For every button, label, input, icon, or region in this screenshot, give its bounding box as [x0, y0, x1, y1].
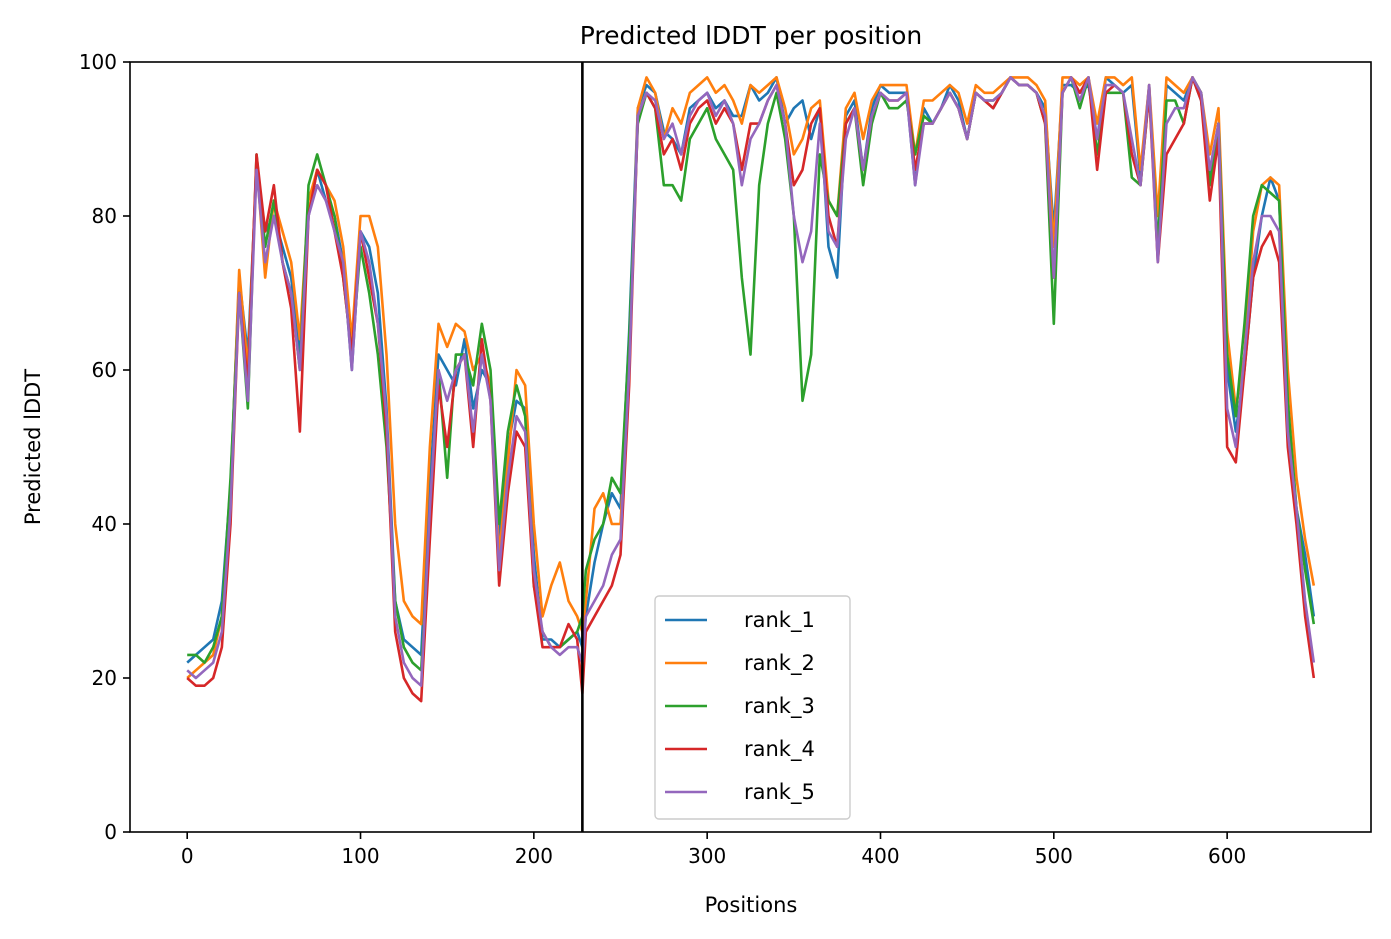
x-axis-label: Positions	[705, 893, 798, 917]
series-line-rank_2	[186, 76, 1316, 679]
legend-label-rank_3: rank_3	[744, 694, 815, 719]
x-tick-label: 400	[861, 844, 899, 868]
y-tick-label: 80	[92, 204, 117, 228]
y-tick-label: 40	[92, 512, 117, 536]
x-tick-label: 0	[181, 844, 194, 868]
chart-title: Predicted lDDT per position	[580, 21, 922, 50]
x-tick-label: 200	[515, 844, 553, 868]
legend-frame	[654, 595, 851, 820]
legend-label-rank_5: rank_5	[744, 780, 815, 805]
y-tick-label: 100	[79, 50, 117, 74]
plot-area	[186, 62, 1316, 832]
series-line-rank_5	[186, 76, 1316, 687]
legend-label-rank_1: rank_1	[744, 608, 815, 633]
series-lines	[186, 76, 1316, 703]
y-tick-label: 20	[92, 666, 117, 690]
x-tick-label: 500	[1035, 844, 1073, 868]
plot-frame	[129, 61, 1372, 833]
legend-label-rank_4: rank_4	[744, 737, 815, 762]
y-tick-label: 0	[104, 820, 117, 844]
x-tick-label: 300	[688, 844, 726, 868]
y-axis-label: Predicted lDDT	[21, 369, 45, 525]
legend-label-rank_2: rank_2	[744, 651, 815, 676]
x-tick-label: 600	[1208, 844, 1246, 868]
y-tick-label: 60	[92, 358, 117, 382]
axes: 0 100 200 300 400 500 600 0 20 40 60 80 100	[79, 50, 1372, 868]
x-tick-label: 100	[341, 844, 379, 868]
legend: rank_1 rank_2 rank_3 rank_4 rank_5	[654, 595, 851, 820]
